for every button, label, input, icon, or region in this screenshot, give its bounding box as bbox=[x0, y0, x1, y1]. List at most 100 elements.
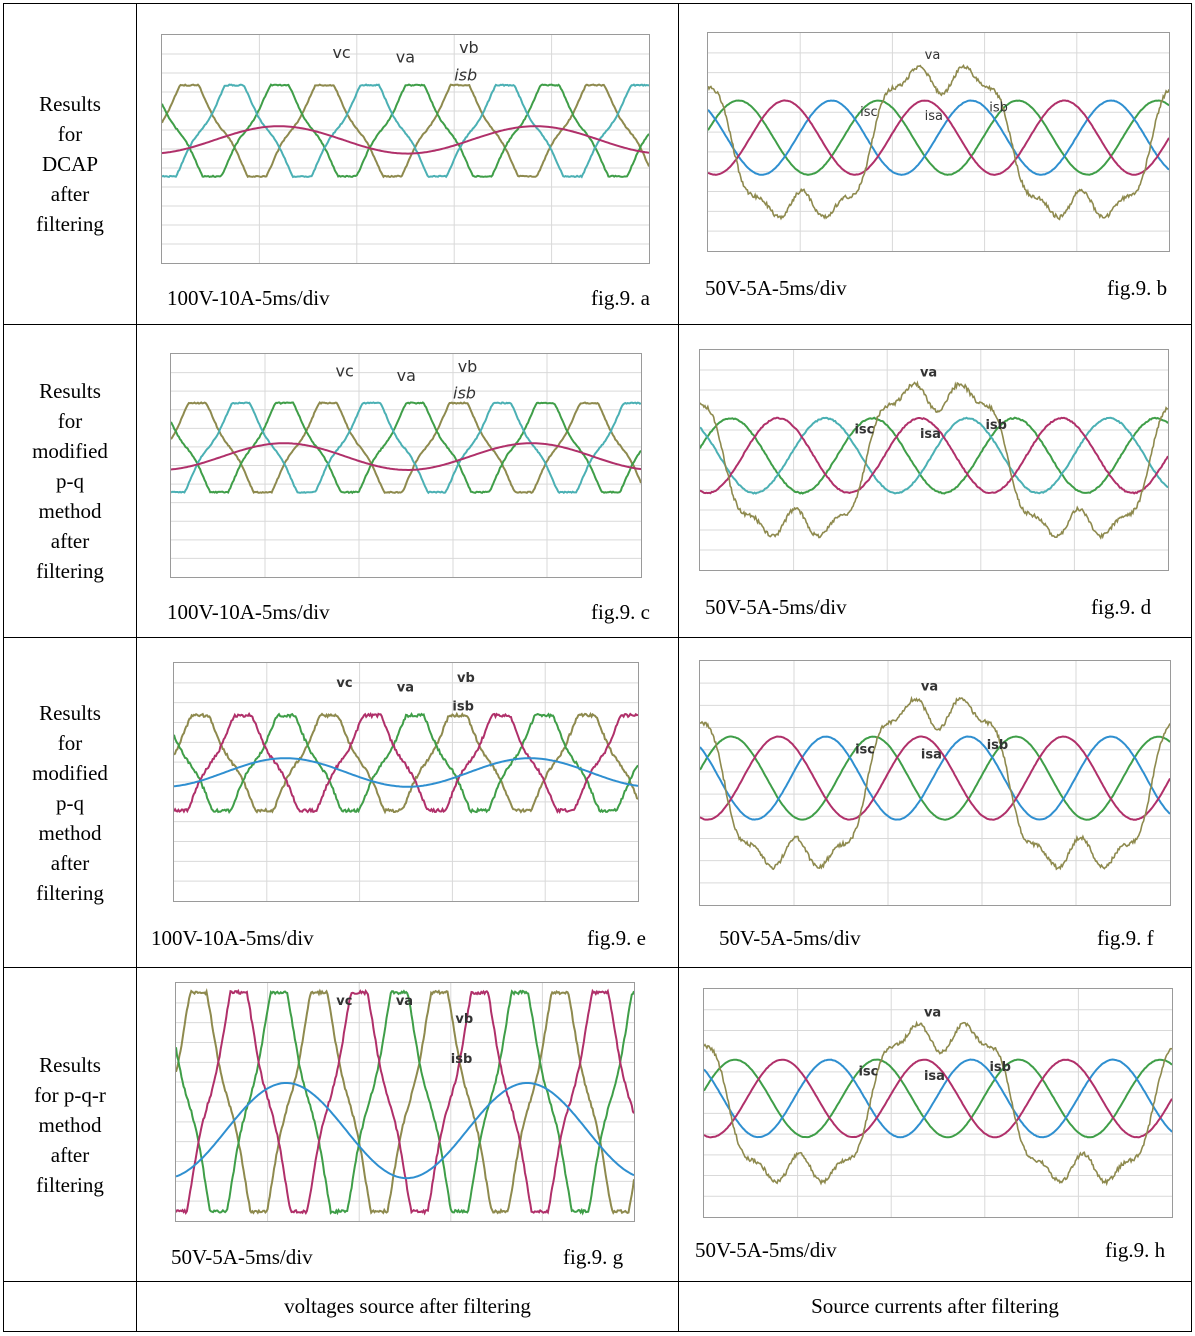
oscillogram: va isc isa isb bbox=[707, 32, 1170, 252]
row-label-line: Results bbox=[39, 92, 101, 116]
svg-text:isb: isb bbox=[453, 384, 476, 403]
oscillogram: vc va vb isb bbox=[173, 662, 639, 902]
oscillogram: vc va vb isb bbox=[175, 982, 635, 1222]
svg-text:va: va bbox=[925, 48, 941, 63]
figure-tag: fig.9. e bbox=[587, 926, 646, 950]
oscillogram: va isc isa isb bbox=[703, 988, 1173, 1218]
figure-9-table: Results for DCAP after filtering vc va vb i… bbox=[3, 3, 1192, 1332]
svg-text:isc: isc bbox=[854, 423, 874, 438]
svg-text:vb: vb bbox=[458, 357, 478, 376]
row-label-line: Results bbox=[39, 1052, 101, 1077]
scale-label: 100V-10A-5ms/div bbox=[167, 286, 330, 310]
scale-label: 50V-5A-5ms/div bbox=[705, 595, 847, 619]
row-pqr: Results for p-q-r method after filtering… bbox=[3, 967, 1192, 1282]
footer-row: voltages source after filtering Source c… bbox=[3, 1281, 1192, 1332]
svg-text:va: va bbox=[920, 365, 937, 380]
row-label-line: filtering bbox=[36, 559, 104, 583]
svg-text:isb: isb bbox=[989, 100, 1008, 115]
scale-label: 100V-10A-5ms/div bbox=[167, 600, 330, 624]
svg-text:isb: isb bbox=[452, 700, 474, 715]
footer-empty-cell bbox=[3, 1281, 137, 1332]
row-label-line: for bbox=[57, 122, 83, 146]
svg-text:vb: vb bbox=[459, 38, 479, 57]
svg-text:isa: isa bbox=[921, 748, 942, 763]
row-label-line: after bbox=[50, 850, 90, 875]
row-label-line: after bbox=[50, 1142, 90, 1167]
oscillogram: vc va vb isb bbox=[161, 34, 650, 264]
footer-voltages-caption: voltages source after filtering bbox=[136, 1281, 679, 1332]
row-dcap: Results for DCAP after filtering vc va vb i… bbox=[3, 3, 1192, 325]
svg-text:vc: vc bbox=[336, 361, 354, 380]
row-label-line: for bbox=[57, 409, 83, 433]
figure-tag: fig.9. f bbox=[1097, 926, 1154, 950]
svg-text:isc: isc bbox=[860, 105, 878, 120]
current-panel-h: va isc isa isb 50V-5A-5ms/div fig.9. h bbox=[678, 967, 1192, 1282]
svg-text:va: va bbox=[396, 994, 413, 1009]
svg-text:isb: isb bbox=[987, 738, 1009, 753]
voltage-panel-a: vc va vb isb 100V-10A-5ms/div fig.9. a bbox=[136, 3, 679, 325]
row-label-line: filtering bbox=[36, 212, 104, 236]
row-modified-pq-2: Results for modified p-q method after fi… bbox=[3, 637, 1192, 968]
voltage-panel-e: vc va vb isb 100V-10A-5ms/div fig.9. e bbox=[136, 637, 679, 968]
current-panel-b: va isc isa isb 50V-5A-5ms/div fig.9. b bbox=[678, 3, 1192, 325]
row-label-line: Results bbox=[39, 700, 101, 725]
row-label-line: for bbox=[57, 730, 83, 755]
scale-label: 50V-5A-5ms/div bbox=[171, 1245, 313, 1269]
svg-text:isa: isa bbox=[924, 1069, 945, 1084]
oscillogram: vc va vb isb bbox=[170, 353, 642, 578]
row-modified-pq-1: Results for modified p-q method after fi… bbox=[3, 324, 1192, 638]
svg-text:isb: isb bbox=[451, 1052, 473, 1067]
svg-text:vc: vc bbox=[332, 43, 350, 62]
row-label-line: after bbox=[50, 529, 90, 553]
figure-tag: fig.9. h bbox=[1105, 1238, 1166, 1262]
scale-label: 50V-5A-5ms/div bbox=[705, 276, 847, 300]
svg-text:isa: isa bbox=[925, 109, 943, 124]
svg-text:va: va bbox=[397, 366, 416, 385]
voltage-panel-c: vc va vb isb 100V-10A-5ms/div fig.9. c bbox=[136, 324, 679, 638]
figure-tag: fig.9. c bbox=[591, 600, 650, 624]
row-label-line: method bbox=[38, 820, 102, 845]
row-label: Results for modified p-q method after fi… bbox=[3, 637, 137, 968]
svg-text:isa: isa bbox=[920, 427, 941, 442]
row-label-line: modified bbox=[32, 439, 108, 463]
row-label-line: p-q bbox=[56, 790, 84, 815]
figure-tag: fig.9. d bbox=[1091, 595, 1152, 619]
svg-text:isb: isb bbox=[454, 66, 477, 85]
svg-text:vb: vb bbox=[455, 1012, 473, 1027]
svg-text:va: va bbox=[396, 47, 415, 66]
figure-tag: fig.9. b bbox=[1107, 276, 1168, 300]
svg-text:va: va bbox=[924, 1005, 941, 1020]
figure-tag: fig.9. g bbox=[563, 1245, 624, 1269]
svg-text:va: va bbox=[397, 681, 414, 696]
row-label-line: modified bbox=[32, 760, 108, 785]
scale-label: 50V-5A-5ms/div bbox=[719, 926, 861, 950]
current-panel-f: va isc isa isb 50V-5A-5ms/div fig.9. f bbox=[678, 637, 1192, 968]
svg-text:isc: isc bbox=[858, 1065, 878, 1080]
oscillogram: va isc isa isb bbox=[699, 660, 1171, 906]
row-label-line: after bbox=[50, 182, 90, 206]
row-label-line: method bbox=[38, 1112, 102, 1137]
row-label-line: for p-q-r bbox=[34, 1082, 106, 1107]
scale-label: 50V-5A-5ms/div bbox=[695, 1238, 837, 1262]
row-label: Results for DCAP after filtering bbox=[3, 3, 137, 325]
svg-text:isb: isb bbox=[989, 1060, 1011, 1075]
svg-text:isc: isc bbox=[855, 743, 875, 758]
row-label-line: filtering bbox=[36, 880, 104, 905]
row-label-line: p-q bbox=[56, 469, 84, 493]
figure-tag: fig.9. a bbox=[591, 286, 650, 310]
svg-text:vc: vc bbox=[336, 676, 352, 691]
scale-label: 100V-10A-5ms/div bbox=[151, 926, 314, 950]
svg-text:vc: vc bbox=[336, 994, 352, 1009]
current-panel-d: va isc isa isb 50V-5A-5ms/div fig.9. d bbox=[678, 324, 1192, 638]
svg-text:vb: vb bbox=[457, 671, 475, 686]
voltage-panel-g: vc va vb isb 50V-5A-5ms/div fig.9. g bbox=[136, 967, 679, 1282]
oscillogram: va isc isa isb bbox=[699, 349, 1169, 571]
row-label-line: DCAP bbox=[41, 152, 99, 176]
row-label-line: filtering bbox=[36, 1172, 104, 1197]
row-label: Results for modified p-q method after fi… bbox=[3, 324, 137, 638]
svg-text:va: va bbox=[921, 679, 938, 694]
svg-text:isb: isb bbox=[985, 418, 1007, 433]
row-label-line: method bbox=[38, 499, 102, 523]
row-label-line: Results bbox=[39, 379, 101, 403]
row-label: Results for p-q-r method after filtering bbox=[3, 967, 137, 1282]
